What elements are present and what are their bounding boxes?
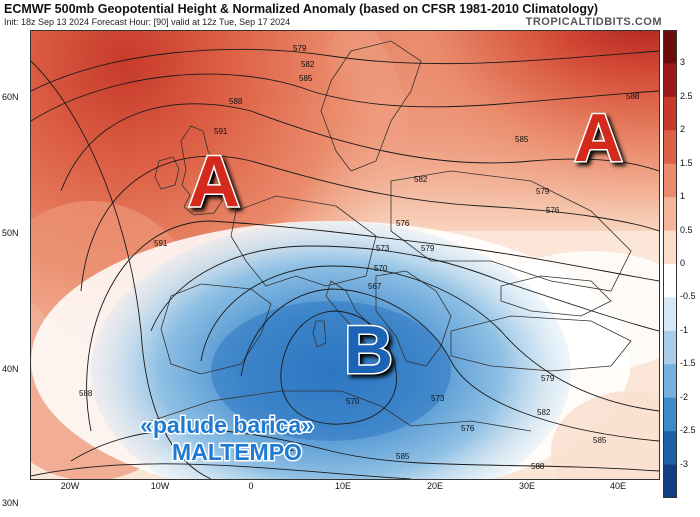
warm-anomaly-east — [311, 31, 659, 251]
colorbar-label: -3 — [680, 458, 689, 469]
contour-label: 582 — [414, 175, 428, 184]
contour-label: 579 — [541, 374, 555, 383]
colorbar-label: 0.5 — [680, 224, 693, 235]
contour-label: 588 — [79, 389, 93, 398]
contour-label: 585 — [396, 452, 410, 461]
contour-label: 588 — [626, 92, 640, 101]
colorbar-border — [663, 30, 677, 498]
contour-label: 585 — [299, 74, 313, 83]
contour-label: 573 — [376, 244, 390, 253]
colorbar-label: -1 — [680, 324, 689, 335]
colorbar-label: 1.5 — [680, 157, 693, 168]
contour-label: 576 — [396, 219, 410, 228]
annotation-text: «palude barica» MALTEMPO — [139, 411, 316, 467]
colorbar-swatch — [663, 163, 677, 198]
colorbar-swatch — [663, 96, 677, 131]
contour-label: 582 — [301, 60, 315, 69]
lon-label: 10W — [150, 481, 170, 491]
contour-label: 585 — [515, 135, 529, 144]
anomaly-colorbar — [663, 30, 677, 498]
contour-label: 570 — [346, 397, 360, 406]
lat-label: 50N — [2, 228, 19, 238]
brand-watermark: TROPICALTIDBITS.COM — [525, 16, 662, 28]
contour-label: 588 — [229, 97, 243, 106]
contour-label: 570 — [374, 264, 388, 273]
colorbar-swatch — [663, 364, 677, 399]
contour-label: 591 — [154, 239, 168, 248]
colorbar-label: 2 — [680, 124, 686, 135]
lon-label: 20W — [60, 481, 80, 491]
colorbar-swatch — [663, 230, 677, 265]
contour-label: 576 — [546, 206, 560, 215]
lat-label: 30N — [2, 498, 19, 508]
colorbar-label: 2.5 — [680, 90, 693, 101]
colorbar-label: -0.5 — [680, 291, 696, 302]
colorbar-swatch — [663, 397, 677, 432]
colorbar-swatch — [663, 197, 677, 232]
contour-label: 582 — [281, 444, 295, 453]
contour-label: 573 — [431, 394, 445, 403]
lon-label: 20E — [426, 481, 444, 491]
contour-label: 579 — [536, 187, 550, 196]
contour-label: 576 — [461, 424, 475, 433]
colorbar-swatch — [663, 130, 677, 165]
map-svg: 579 582 585 588 591 585 582 579 576 573 … — [31, 31, 659, 479]
colorbar-swatch — [663, 297, 677, 332]
low-pressure-center: B — [344, 312, 393, 388]
colorbar-swatch — [663, 330, 677, 365]
lat-label: 60N — [2, 92, 19, 102]
contour-label: 579 — [421, 244, 435, 253]
colorbar-label: 0 — [680, 258, 686, 268]
chart-subtitle: Init: 18z Sep 13 2024 Forecast Hour: [90… — [4, 17, 291, 27]
annotation-line-2: MALTEMPO — [172, 439, 302, 465]
colorbar-swatch — [663, 264, 677, 298]
map-panel: 579 582 585 588 591 585 582 579 576 573 … — [30, 30, 660, 480]
colorbar-swatch — [663, 30, 677, 64]
height-contours — [31, 48, 659, 479]
high-pressure-east: A — [574, 100, 623, 176]
lon-label: 30E — [518, 481, 536, 491]
colorbar-swatch — [663, 431, 677, 466]
contour-label: 579 — [293, 44, 307, 53]
contour-labels: 579 582 585 588 591 585 582 579 576 573 … — [79, 44, 640, 471]
lon-label: 40E — [609, 481, 627, 491]
high-pressure-west: A — [188, 142, 240, 222]
lat-label: 40N — [2, 364, 19, 374]
pressure-markers: A A B — [187, 99, 625, 390]
lon-label: 0 — [248, 481, 254, 491]
lon-label: 10E — [334, 481, 352, 491]
colorbar-label: 3 — [680, 57, 686, 68]
chart-title: ECMWF 500mb Geopotential Height & Normal… — [4, 2, 599, 16]
contour-label: 591 — [214, 127, 228, 136]
colorbar-label: -2 — [680, 391, 689, 402]
coastlines — [150, 40, 632, 432]
colorbar-label: 1 — [680, 191, 686, 202]
colorbar-label: -2.5 — [680, 425, 696, 436]
colorbar-swatch — [663, 63, 677, 98]
contour-label: 582 — [537, 408, 551, 417]
contour-label: 585 — [593, 436, 607, 445]
contour-label: 588 — [531, 462, 545, 471]
contour-label: 567 — [368, 282, 382, 291]
colorbar-swatch — [663, 464, 677, 498]
colorbar-label: -1.5 — [680, 358, 696, 369]
annotation-line-1: «palude barica» — [140, 412, 314, 438]
